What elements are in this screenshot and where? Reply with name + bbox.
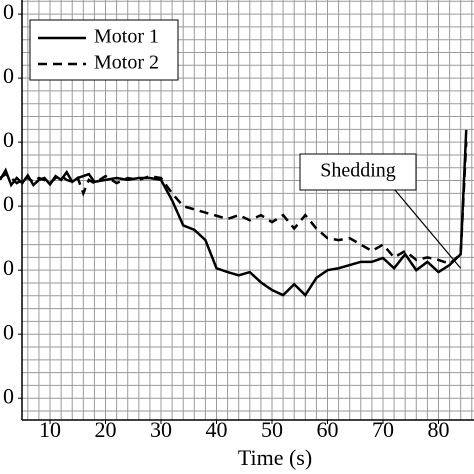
x-tick-label: 10 (39, 417, 61, 442)
annotation-text: Shedding (320, 160, 396, 182)
x-tick-label: 70 (372, 417, 394, 442)
series-line (0, 129, 468, 298)
y-tick-label: 0 (3, 0, 14, 24)
x-tick-label: 30 (150, 417, 172, 442)
legend-label: Motor 2 (94, 52, 159, 74)
x-tick-label: 20 (95, 417, 117, 442)
y-tick-label: 0 (3, 127, 14, 152)
y-tick-label: 0 (3, 319, 14, 344)
x-tick-label: 80 (427, 417, 449, 442)
y-tick-label: 0 (3, 191, 14, 216)
x-tick-label: 40 (206, 417, 228, 442)
legend-label: Motor 1 (94, 26, 159, 48)
y-tick-label: 0 (3, 63, 14, 88)
x-axis-label: Time (s) (238, 445, 312, 470)
x-tick-label: 50 (261, 417, 283, 442)
annotation-arrow (394, 189, 462, 269)
y-tick-label: 0 (3, 383, 14, 408)
legend-box (29, 19, 179, 81)
series-line (0, 142, 468, 266)
y-tick-label: 0 (3, 255, 14, 280)
x-tick-label: 60 (316, 417, 338, 442)
annotation-box (299, 153, 417, 191)
